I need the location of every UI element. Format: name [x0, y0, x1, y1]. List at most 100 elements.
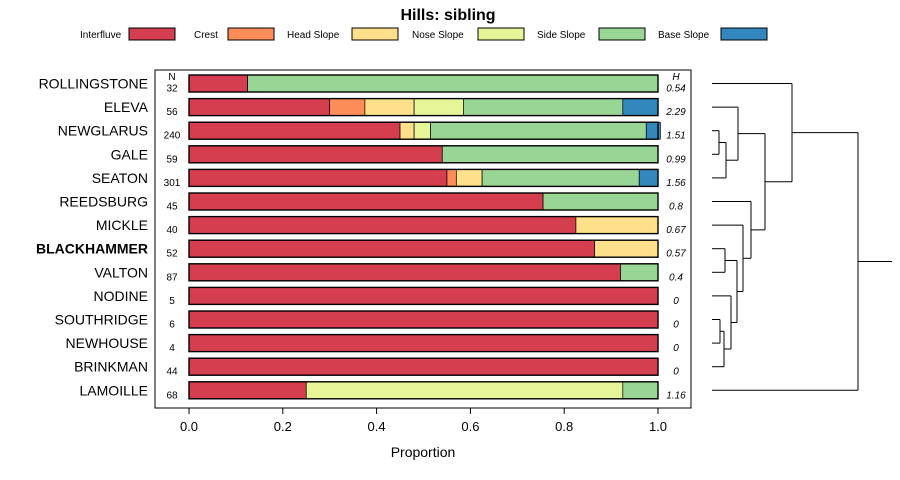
bar-outline-nodine: [188, 286, 659, 306]
bar-segment-eleva-crest: [329, 98, 366, 116]
bar-segment-mickle-head-slope: [575, 216, 659, 234]
legend-swatch-interfluve: [128, 27, 176, 41]
bar-segment-gale-side-slope: [441, 145, 659, 164]
h-value-blackhammer: 0.57: [666, 249, 686, 260]
bar-outline-valton: [188, 263, 659, 282]
bar-outline-rollingstone: [188, 74, 659, 93]
legend-swatch-side-slope: [598, 27, 646, 41]
x-tick-label: 0.0: [180, 419, 198, 434]
x-tick-label: 0.4: [368, 419, 386, 434]
h-header: H: [672, 72, 680, 83]
n-value-newglarus: 240: [164, 131, 181, 142]
n-value-seaton: 301: [164, 178, 181, 189]
n-value-blackhammer: 52: [166, 249, 178, 260]
row-label-southridge: SOUTHRIDGE: [55, 312, 148, 328]
bar-segment-valton-interfluve: [188, 263, 621, 282]
h-value-eleva: 2.29: [665, 107, 686, 118]
bar-segment-brinkman-interfluve: [188, 357, 659, 376]
bar-outline-brinkman: [188, 357, 659, 376]
n-value-lamoille: 68: [166, 390, 178, 401]
bar-segment-rollingstone-interfluve: [188, 74, 248, 93]
bar-outline-newhouse: [188, 333, 659, 353]
legend-swatch-head-slope: [351, 27, 399, 41]
h-value-mickle: 0.67: [666, 225, 686, 236]
x-tick-label: 0.6: [461, 419, 479, 434]
x-tick-label: 0.8: [555, 419, 573, 434]
bar-segment-seaton-base-slope: [638, 169, 659, 187]
bar-outline-blackhammer: [188, 239, 659, 258]
bar-segment-reedsburg-side-slope: [542, 192, 659, 211]
h-value-seaton: 1.56: [666, 178, 686, 189]
row-label-seaton: SEATON: [92, 170, 148, 186]
legend-swatch-crest: [227, 27, 275, 41]
n-value-brinkman: 44: [166, 367, 178, 378]
bar-segment-seaton-head-slope: [455, 169, 483, 187]
bar-segment-newglarus-head-slope: [399, 121, 415, 140]
bar-outline-southridge: [188, 310, 659, 329]
x-axis: 0.0 0.2 0.4 0.6 0.8 1.0: [180, 408, 667, 434]
n-value-newhouse: 4: [169, 343, 175, 354]
h-value-lamoille: 1.16: [666, 390, 686, 401]
legend-label-side-slope: Side Slope: [537, 30, 586, 41]
h-value-nodine: 0: [673, 296, 679, 307]
bar-segment-lamoille-interfluve: [188, 381, 307, 400]
bar-segment-seaton-crest: [446, 169, 457, 187]
bar-segment-seaton-side-slope: [481, 169, 640, 187]
bar-segment-newglarus-nose-slope: [413, 121, 431, 140]
bar-outline-gale: [188, 145, 659, 164]
n-value-rollingstone: 32: [166, 84, 178, 95]
bar-segment-eleva-nose-slope: [413, 98, 464, 116]
bar-segment-lamoille-side-slope: [622, 381, 659, 400]
legend-label-head-slope: Head Slope: [287, 30, 340, 41]
bar-segment-newglarus-interfluve: [188, 121, 401, 140]
n-value-reedsburg: 45: [166, 202, 178, 213]
bar-outline-newglarus: [188, 121, 659, 140]
bar-outline-seaton: [188, 168, 659, 188]
bar-segment-nodine-interfluve: [188, 287, 659, 305]
legend: Interfluve Crest Head Slope Nose Slope Side …: [80, 27, 768, 41]
bar-segment-gale-interfluve: [188, 145, 443, 164]
bar-segment-eleva-side-slope: [463, 98, 624, 116]
h-value-newhouse: 0: [673, 343, 679, 354]
h-value-rollingstone: 0.54: [666, 84, 686, 95]
bar-segment-eleva-head-slope: [364, 98, 415, 116]
n-value-eleva: 56: [166, 107, 178, 118]
dendrogram: [712, 83, 892, 391]
legend-label-crest: Crest: [194, 30, 218, 41]
bar-segment-eleva-interfluve: [188, 98, 331, 116]
legend-label-base-slope: Base Slope: [658, 30, 710, 41]
h-value-brinkman: 0: [673, 367, 679, 378]
row-label-brinkman: BRINKMAN: [74, 359, 148, 375]
row-label-blackhammer: BLACKHAMMER: [36, 241, 148, 257]
row-label-gale: GALE: [111, 146, 148, 162]
bar-outline-lamoille: [188, 381, 659, 400]
bar-segment-rollingstone-side-slope: [247, 74, 659, 93]
h-value-gale: 0.99: [666, 154, 686, 165]
bar-segment-southridge-interfluve: [188, 310, 659, 329]
bar-segment-mickle-interfluve: [188, 216, 577, 234]
n-value-valton: 87: [166, 272, 178, 283]
bar-outline-reedsburg: [188, 192, 659, 211]
bar-outline-eleva: [188, 97, 659, 117]
bar-segment-eleva-base-slope: [622, 98, 659, 116]
bar-segment-newglarus-side-slope: [430, 121, 647, 140]
h-value-southridge: 0: [673, 320, 679, 331]
bar-segment-newhouse-interfluve: [188, 334, 659, 352]
legend-swatch-base-slope: [720, 27, 768, 41]
row-label-rollingstone: ROLLINGSTONE: [39, 76, 148, 92]
row-label-newhouse: NEWHOUSE: [66, 335, 148, 351]
n-header: N: [168, 72, 175, 83]
row-label-mickle: MICKLE: [96, 217, 148, 233]
x-axis-label: Proportion: [391, 444, 456, 460]
bar-segment-lamoille-nose-slope: [305, 381, 624, 400]
bar-outline-mickle: [188, 215, 659, 235]
x-tick-label: 0.2: [274, 419, 292, 434]
row-label-valton: VALTON: [94, 264, 148, 280]
row-label-nodine: NODINE: [94, 288, 148, 304]
legend-label-nose-slope: Nose Slope: [412, 30, 464, 41]
bar-segment-blackhammer-head-slope: [594, 239, 659, 258]
legend-label-interfluve: Interfluve: [80, 30, 122, 41]
row-label-eleva: ELEVA: [104, 99, 149, 115]
